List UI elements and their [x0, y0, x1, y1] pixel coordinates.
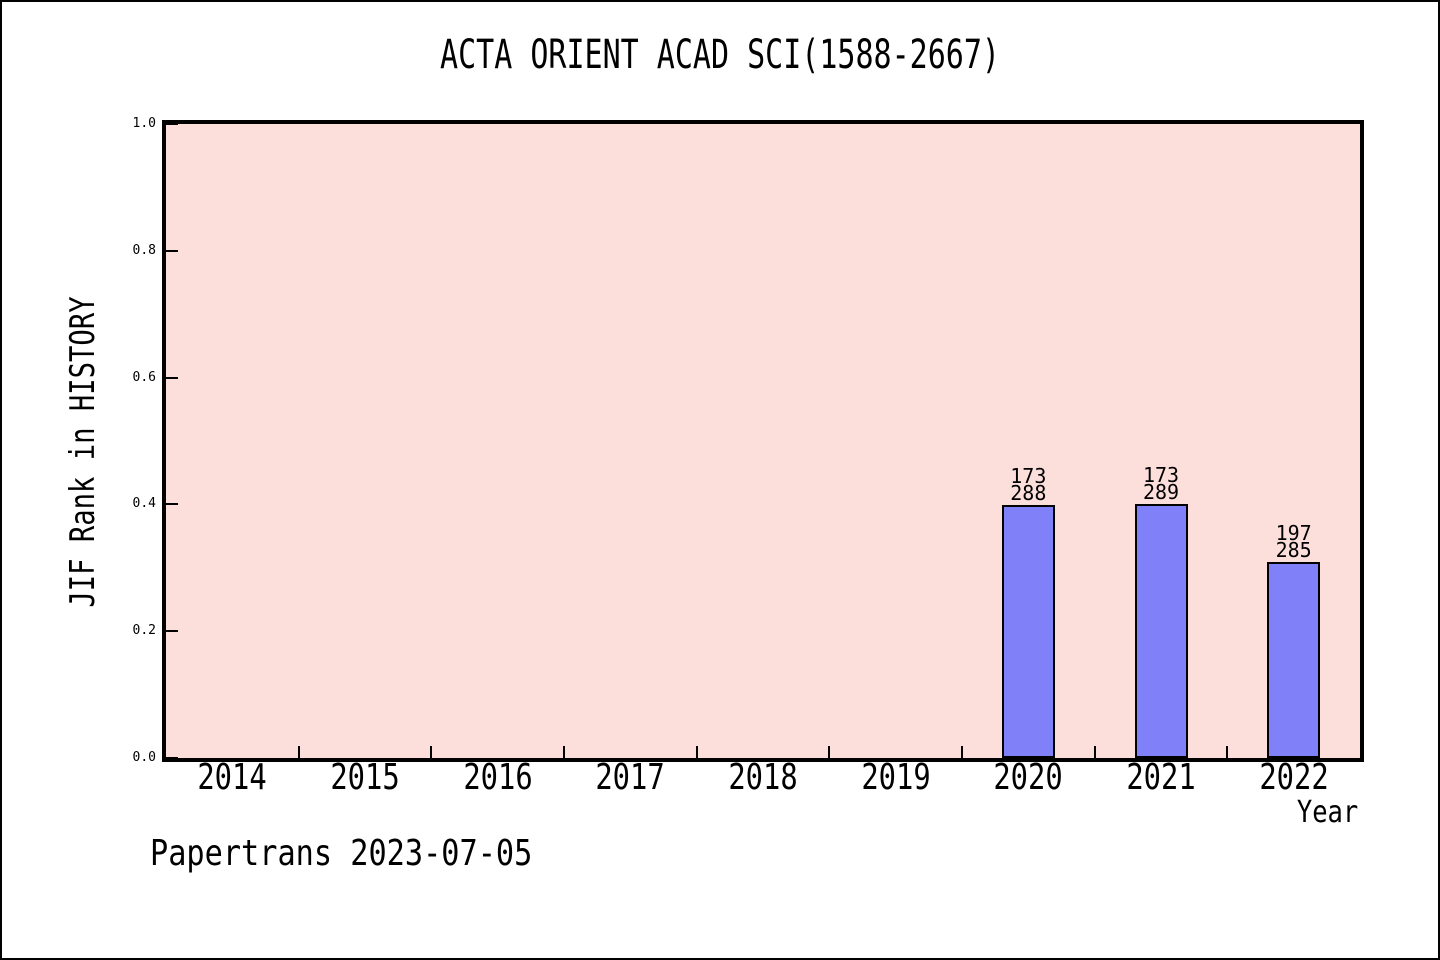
x-axis-label: Year	[1296, 795, 1358, 830]
bar	[1267, 562, 1321, 758]
x-tick-mark	[430, 746, 433, 758]
y-tick-label: 0.4	[132, 496, 156, 512]
x-category-label: 2015	[330, 757, 400, 798]
bar-value-label: 173 289	[1142, 462, 1180, 504]
x-category-label: 2019	[860, 757, 931, 798]
x-tick-mark	[297, 746, 300, 758]
bar	[1134, 503, 1188, 758]
bar	[1001, 505, 1055, 758]
x-tick-mark	[1226, 746, 1229, 758]
y-tick-label: 1.0	[132, 116, 156, 131]
y-tick-mark	[166, 123, 178, 125]
x-category-label: 2022	[1258, 757, 1329, 798]
x-category-label: 2020	[993, 757, 1064, 798]
chart-title: ACTA ORIENT ACAD SCI(1588-2667)	[440, 32, 1000, 78]
y-tick-mark	[166, 376, 178, 379]
x-tick-mark	[563, 746, 565, 758]
x-category-label: 2018	[728, 757, 798, 798]
y-tick-label: 0.8	[132, 242, 156, 258]
x-tick-mark	[961, 746, 963, 758]
y-tick-label: 0.0	[132, 750, 156, 765]
x-category-label: 2017	[595, 757, 666, 798]
watermark-text: Papertrans 2023-07-05	[150, 833, 533, 874]
y-tick-mark	[166, 630, 178, 633]
y-tick-mark	[166, 757, 178, 759]
bar-value-label: 197 285	[1275, 521, 1312, 563]
x-category-label: 2016	[462, 757, 533, 798]
x-tick-mark	[695, 746, 698, 758]
y-tick-mark	[166, 249, 178, 252]
y-axis-label: JIF Rank in HISTORY	[63, 296, 103, 608]
x-category-label: 2014	[197, 757, 268, 798]
x-tick-mark	[1093, 746, 1096, 758]
bar-value-label: 173 288	[1010, 464, 1047, 506]
y-tick-label: 0.2	[132, 623, 156, 639]
y-tick-mark	[166, 503, 178, 506]
x-category-label: 2021	[1126, 757, 1196, 798]
x-tick-mark	[828, 746, 831, 758]
y-tick-label: 0.6	[132, 369, 156, 385]
